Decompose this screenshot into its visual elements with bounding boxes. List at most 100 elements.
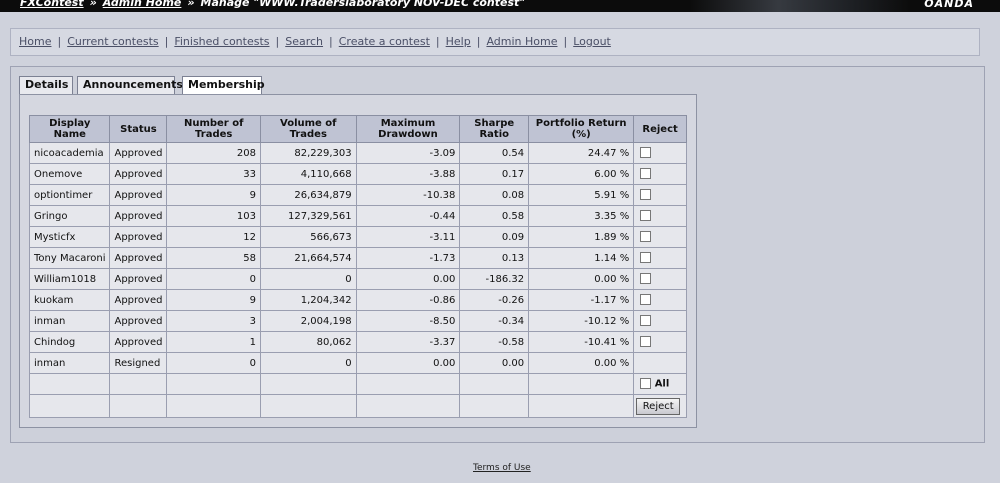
portfolio-return-cell: 6.00 % xyxy=(528,163,635,185)
membership-panel: Display Name Status Number of Trades Vol… xyxy=(19,94,697,428)
nav-link-finished-contests[interactable]: Finished contests xyxy=(174,35,270,48)
nav-link-logout[interactable]: Logout xyxy=(573,35,611,48)
sharpe-ratio-cell: 0.09 xyxy=(459,226,530,248)
content-panel: Details Announcements Membership Display… xyxy=(10,66,985,443)
maximum-drawdown-cell: -0.86 xyxy=(355,289,461,311)
reject-checkbox[interactable] xyxy=(640,231,652,243)
banner-decoration xyxy=(690,0,910,12)
portfolio-return-cell: 1.89 % xyxy=(528,226,635,248)
empty-cell xyxy=(28,394,111,418)
reject-cell xyxy=(633,142,687,164)
number-of-trades-cell: 0 xyxy=(166,268,261,290)
nav-separator: | xyxy=(563,35,568,48)
maximum-drawdown-cell: -3.88 xyxy=(355,163,461,185)
table-row: Gringo Approved 103 127,329,561 -0.44 0.58 3.3… xyxy=(28,205,687,227)
empty-cell xyxy=(459,394,530,418)
number-of-trades-cell: 1 xyxy=(166,331,261,353)
nav-link-create-a-contest[interactable]: Create a contest xyxy=(338,35,430,48)
tab-details[interactable]: Details xyxy=(19,76,73,95)
maximum-drawdown-cell: -1.73 xyxy=(355,247,461,269)
column-header-sharpe-ratio: Sharpe Ratio xyxy=(459,115,530,143)
maximum-drawdown-cell: 0.00 xyxy=(355,352,461,374)
sharpe-ratio-cell: 0.17 xyxy=(459,163,530,185)
reject-checkbox[interactable] xyxy=(640,210,652,222)
sharpe-ratio-cell: -0.34 xyxy=(459,310,530,332)
nav-separator: | xyxy=(164,35,169,48)
maximum-drawdown-cell: -3.11 xyxy=(355,226,461,248)
status-cell: Approved xyxy=(109,310,168,332)
number-of-trades-cell: 58 xyxy=(166,247,261,269)
reject-cell xyxy=(633,163,687,185)
nav-links: Home | Current contests | Finished contests |… xyxy=(19,35,611,48)
volume-of-trades-cell: 127,329,561 xyxy=(259,205,357,227)
reject-checkbox[interactable] xyxy=(640,273,652,285)
portfolio-return-cell: -10.12 % xyxy=(528,310,635,332)
nav-link-help[interactable]: Help xyxy=(445,35,471,48)
column-header-maximum-drawdown: Maximum Drawdown xyxy=(355,115,461,143)
portfolio-return-cell: 0.00 % xyxy=(528,268,635,290)
volume-of-trades-cell: 566,673 xyxy=(259,226,357,248)
display-name-cell: Onemove xyxy=(28,163,111,185)
nav-separator: | xyxy=(435,35,440,48)
display-name-cell: inman xyxy=(28,310,111,332)
display-name-cell: Mysticfx xyxy=(28,226,111,248)
table-header-row: Display Name Status Number of Trades Vol… xyxy=(28,115,687,143)
nav-link-admin-home[interactable]: Admin Home xyxy=(486,35,558,48)
tab-announcements[interactable]: Announcements xyxy=(77,76,183,95)
table-row: nicoacademia Approved 208 82,229,303 -3.09 0.… xyxy=(28,142,687,164)
tab-membership[interactable]: Membership xyxy=(182,76,265,96)
reject-checkbox[interactable] xyxy=(640,168,652,180)
breadcrumb-admin-home-link[interactable]: Admin Home xyxy=(102,0,182,9)
reject-cell xyxy=(633,205,687,227)
column-header-reject: Reject xyxy=(633,115,687,143)
status-cell: Approved xyxy=(109,268,168,290)
maximum-drawdown-cell: -3.37 xyxy=(355,331,461,353)
display-name-cell: nicoacademia xyxy=(28,142,111,164)
empty-cell xyxy=(528,373,635,395)
terms-of-use-link[interactable]: Terms of Use xyxy=(473,463,531,473)
column-header-portfolio-return: Portfolio Return (%) xyxy=(528,115,635,143)
empty-cell xyxy=(28,373,111,395)
portfolio-return-cell: 24.47 % xyxy=(528,142,635,164)
nav-separator: | xyxy=(275,35,280,48)
reject-checkbox[interactable] xyxy=(640,147,652,159)
table-row: inman Resigned 0 0 0.00 0.00 0.00 % xyxy=(28,352,687,374)
display-name-cell: kuokam xyxy=(28,289,111,311)
reject-cell xyxy=(633,310,687,332)
table-row: Chindog Approved 1 80,062 -3.37 -0.58 -10.41 % xyxy=(28,331,687,353)
reject-button[interactable]: Reject xyxy=(636,397,681,415)
status-cell: Resigned xyxy=(109,352,168,374)
status-cell: Approved xyxy=(109,247,168,269)
table-row: Tony Macaroni Approved 58 21,664,574 -1.73 0.… xyxy=(28,247,687,269)
reject-checkbox[interactable] xyxy=(640,252,652,264)
reject-cell xyxy=(633,184,687,206)
reject-checkbox[interactable] xyxy=(640,336,652,348)
volume-of-trades-cell: 26,634,879 xyxy=(259,184,357,206)
breadcrumb-current-page: Manage "WWW.Traderslaboratory NOV-DEC co… xyxy=(200,0,526,9)
volume-of-trades-cell: 0 xyxy=(259,352,357,374)
nav-link-current-contests[interactable]: Current contests xyxy=(67,35,159,48)
sharpe-ratio-cell: 0.58 xyxy=(459,205,530,227)
reject-cell xyxy=(633,247,687,269)
reject-checkbox[interactable] xyxy=(640,315,652,327)
number-of-trades-cell: 12 xyxy=(166,226,261,248)
reject-checkbox[interactable] xyxy=(640,294,652,306)
sharpe-ratio-cell: 0.08 xyxy=(459,184,530,206)
status-cell: Approved xyxy=(109,331,168,353)
status-cell: Approved xyxy=(109,205,168,227)
status-cell: Approved xyxy=(109,226,168,248)
number-of-trades-cell: 3 xyxy=(166,310,261,332)
column-header-number-of-trades: Number of Trades xyxy=(166,115,261,143)
maximum-drawdown-cell: -8.50 xyxy=(355,310,461,332)
portfolio-return-cell: -1.17 % xyxy=(528,289,635,311)
display-name-cell: Chindog xyxy=(28,331,111,353)
empty-cell xyxy=(259,373,357,395)
nav-link-search[interactable]: Search xyxy=(285,35,324,48)
number-of-trades-cell: 33 xyxy=(166,163,261,185)
reject-cell xyxy=(633,226,687,248)
breadcrumb-separator: » xyxy=(89,0,97,9)
reject-checkbox[interactable] xyxy=(640,189,652,201)
select-all-checkbox[interactable] xyxy=(640,378,652,390)
breadcrumb-fxcontest-link[interactable]: FXContest xyxy=(20,0,84,9)
nav-link-home[interactable]: Home xyxy=(19,35,52,48)
